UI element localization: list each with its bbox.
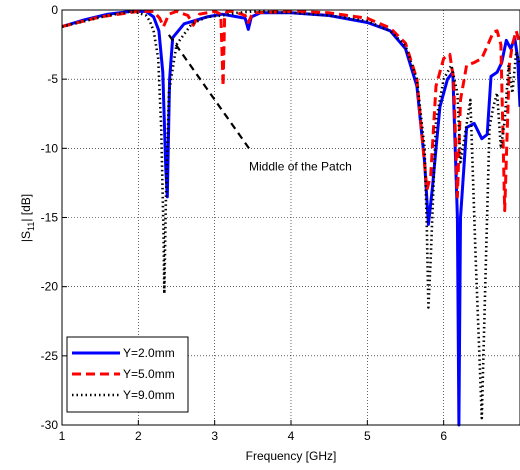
y-tick-label: -20 xyxy=(41,280,59,294)
y-axis-label-tail: | [dB] xyxy=(19,194,33,222)
y-tick-label: -25 xyxy=(41,349,59,363)
x-axis-label: Frequency [GHz] xyxy=(246,449,337,463)
annotation-label: Middle of the Patch xyxy=(249,159,352,173)
x-tick-label: 6 xyxy=(440,429,447,443)
y-tick-label: -5 xyxy=(47,72,58,86)
series-layer xyxy=(61,9,520,427)
series-line-3 xyxy=(61,10,520,420)
x-tick-label: 2 xyxy=(135,429,142,443)
legend: Y=2.0mm Y=5.0mm Y=9.0mm xyxy=(66,336,189,413)
y-tick-label: 0 xyxy=(51,3,58,17)
y-tick-label: -10 xyxy=(41,141,59,155)
y-axis-label-main: |S xyxy=(19,231,33,242)
series-line-1 xyxy=(61,9,520,427)
x-tick-label: 4 xyxy=(288,429,295,443)
x-tick-label: 1 xyxy=(59,429,66,443)
legend-label-3: Y=9.0mm xyxy=(123,388,175,402)
y-tick-label: -15 xyxy=(41,211,59,225)
annotation: Middle of the Patch xyxy=(167,34,352,173)
axis-ticks: 1 2 3 4 5 6 0 -5 -10 -15 -20 -25 -30 xyxy=(41,3,448,443)
x-tick-label: 5 xyxy=(364,429,371,443)
legend-label-2: Y=5.0mm xyxy=(123,367,175,381)
y-axis-label-subscript: 11 xyxy=(26,222,36,231)
x-tick-label: 3 xyxy=(211,429,218,443)
series-line-2 xyxy=(61,9,520,213)
y-axis-label: |S11| [dB] xyxy=(19,194,36,242)
legend-label-1: Y=2.0mm xyxy=(123,346,175,360)
y-tick-label: -30 xyxy=(41,418,59,432)
